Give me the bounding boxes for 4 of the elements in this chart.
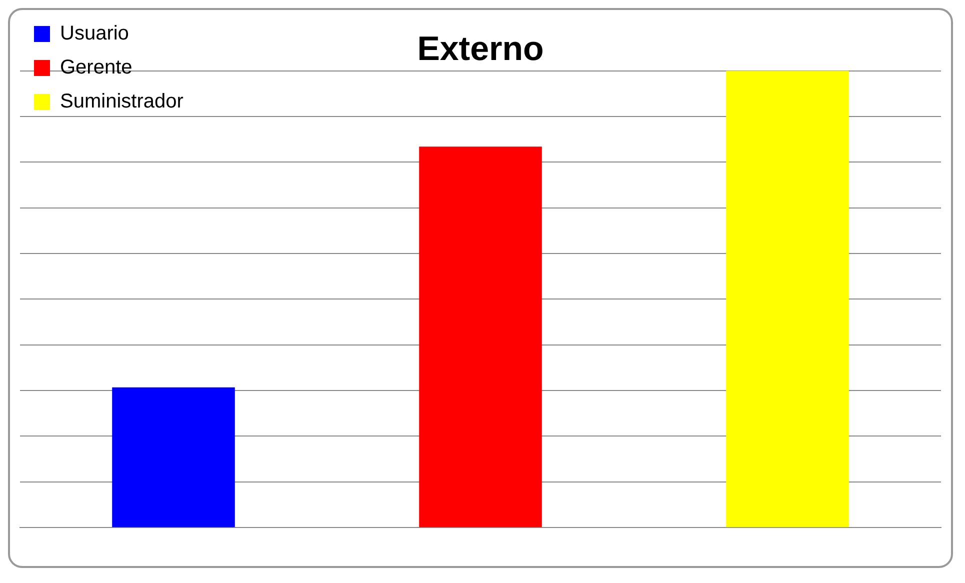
legend-label: Gerente <box>60 56 132 79</box>
legend-label: Suministrador <box>60 90 184 113</box>
legend-label: Usuario <box>60 22 129 45</box>
chart-title: Externo <box>417 30 544 68</box>
